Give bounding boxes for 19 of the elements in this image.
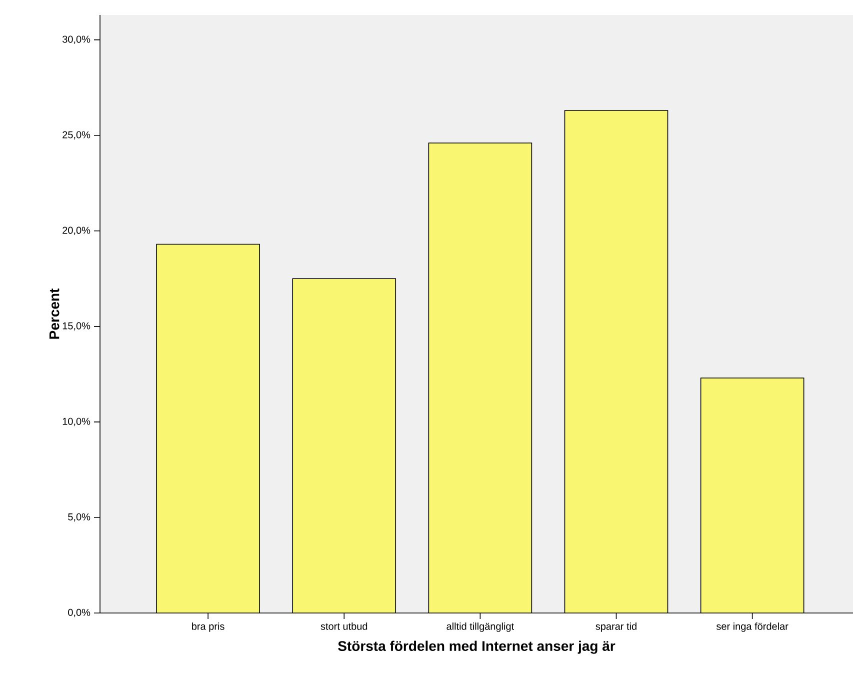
y-tick-label: 10,0%	[62, 418, 90, 426]
bar	[156, 244, 260, 613]
x-tick-label: stort utbud	[320, 622, 368, 630]
x-tick-label: sparar tid	[596, 622, 636, 632]
bar	[700, 378, 804, 613]
y-tick-label: 20,0%	[62, 226, 90, 236]
y-tick-label: 0,0%	[68, 608, 90, 618]
x-tick-label: bra pris	[192, 622, 224, 632]
y-tick-label: 25,0%	[62, 131, 90, 140]
x-axis-title: Största fördelen med Internet anser jag är	[338, 640, 616, 654]
x-tick-label: ser inga fördelar	[716, 622, 788, 632]
y-tick-label: 30,0%	[62, 36, 90, 44]
y-axis-title: Percent	[49, 288, 60, 339]
y-tick-label: 15,0%	[62, 322, 90, 331]
x-tick-label: alltid tillgängligt	[446, 622, 514, 632]
bar	[564, 110, 668, 613]
bar	[292, 278, 396, 613]
y-tick-label: 5,0%	[68, 513, 90, 522]
bar	[428, 143, 532, 613]
